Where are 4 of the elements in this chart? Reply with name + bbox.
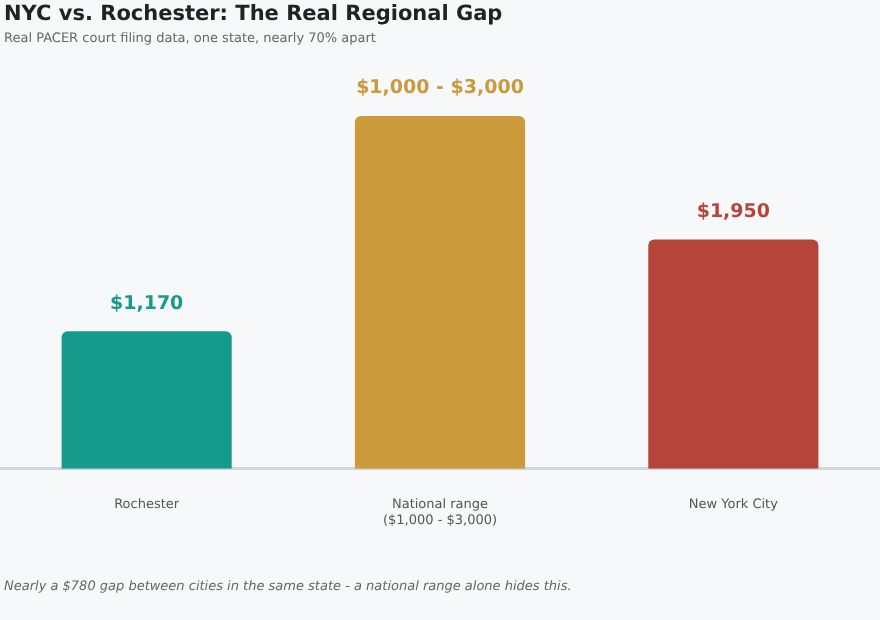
annotation: $1,000 - $3,000 [356,77,525,100]
data-label: $1,950 [696,200,771,223]
chart-title: NYC vs. Rochester: The Real Regional Gap [4,2,503,26]
data-label: $1,170 [109,292,185,315]
